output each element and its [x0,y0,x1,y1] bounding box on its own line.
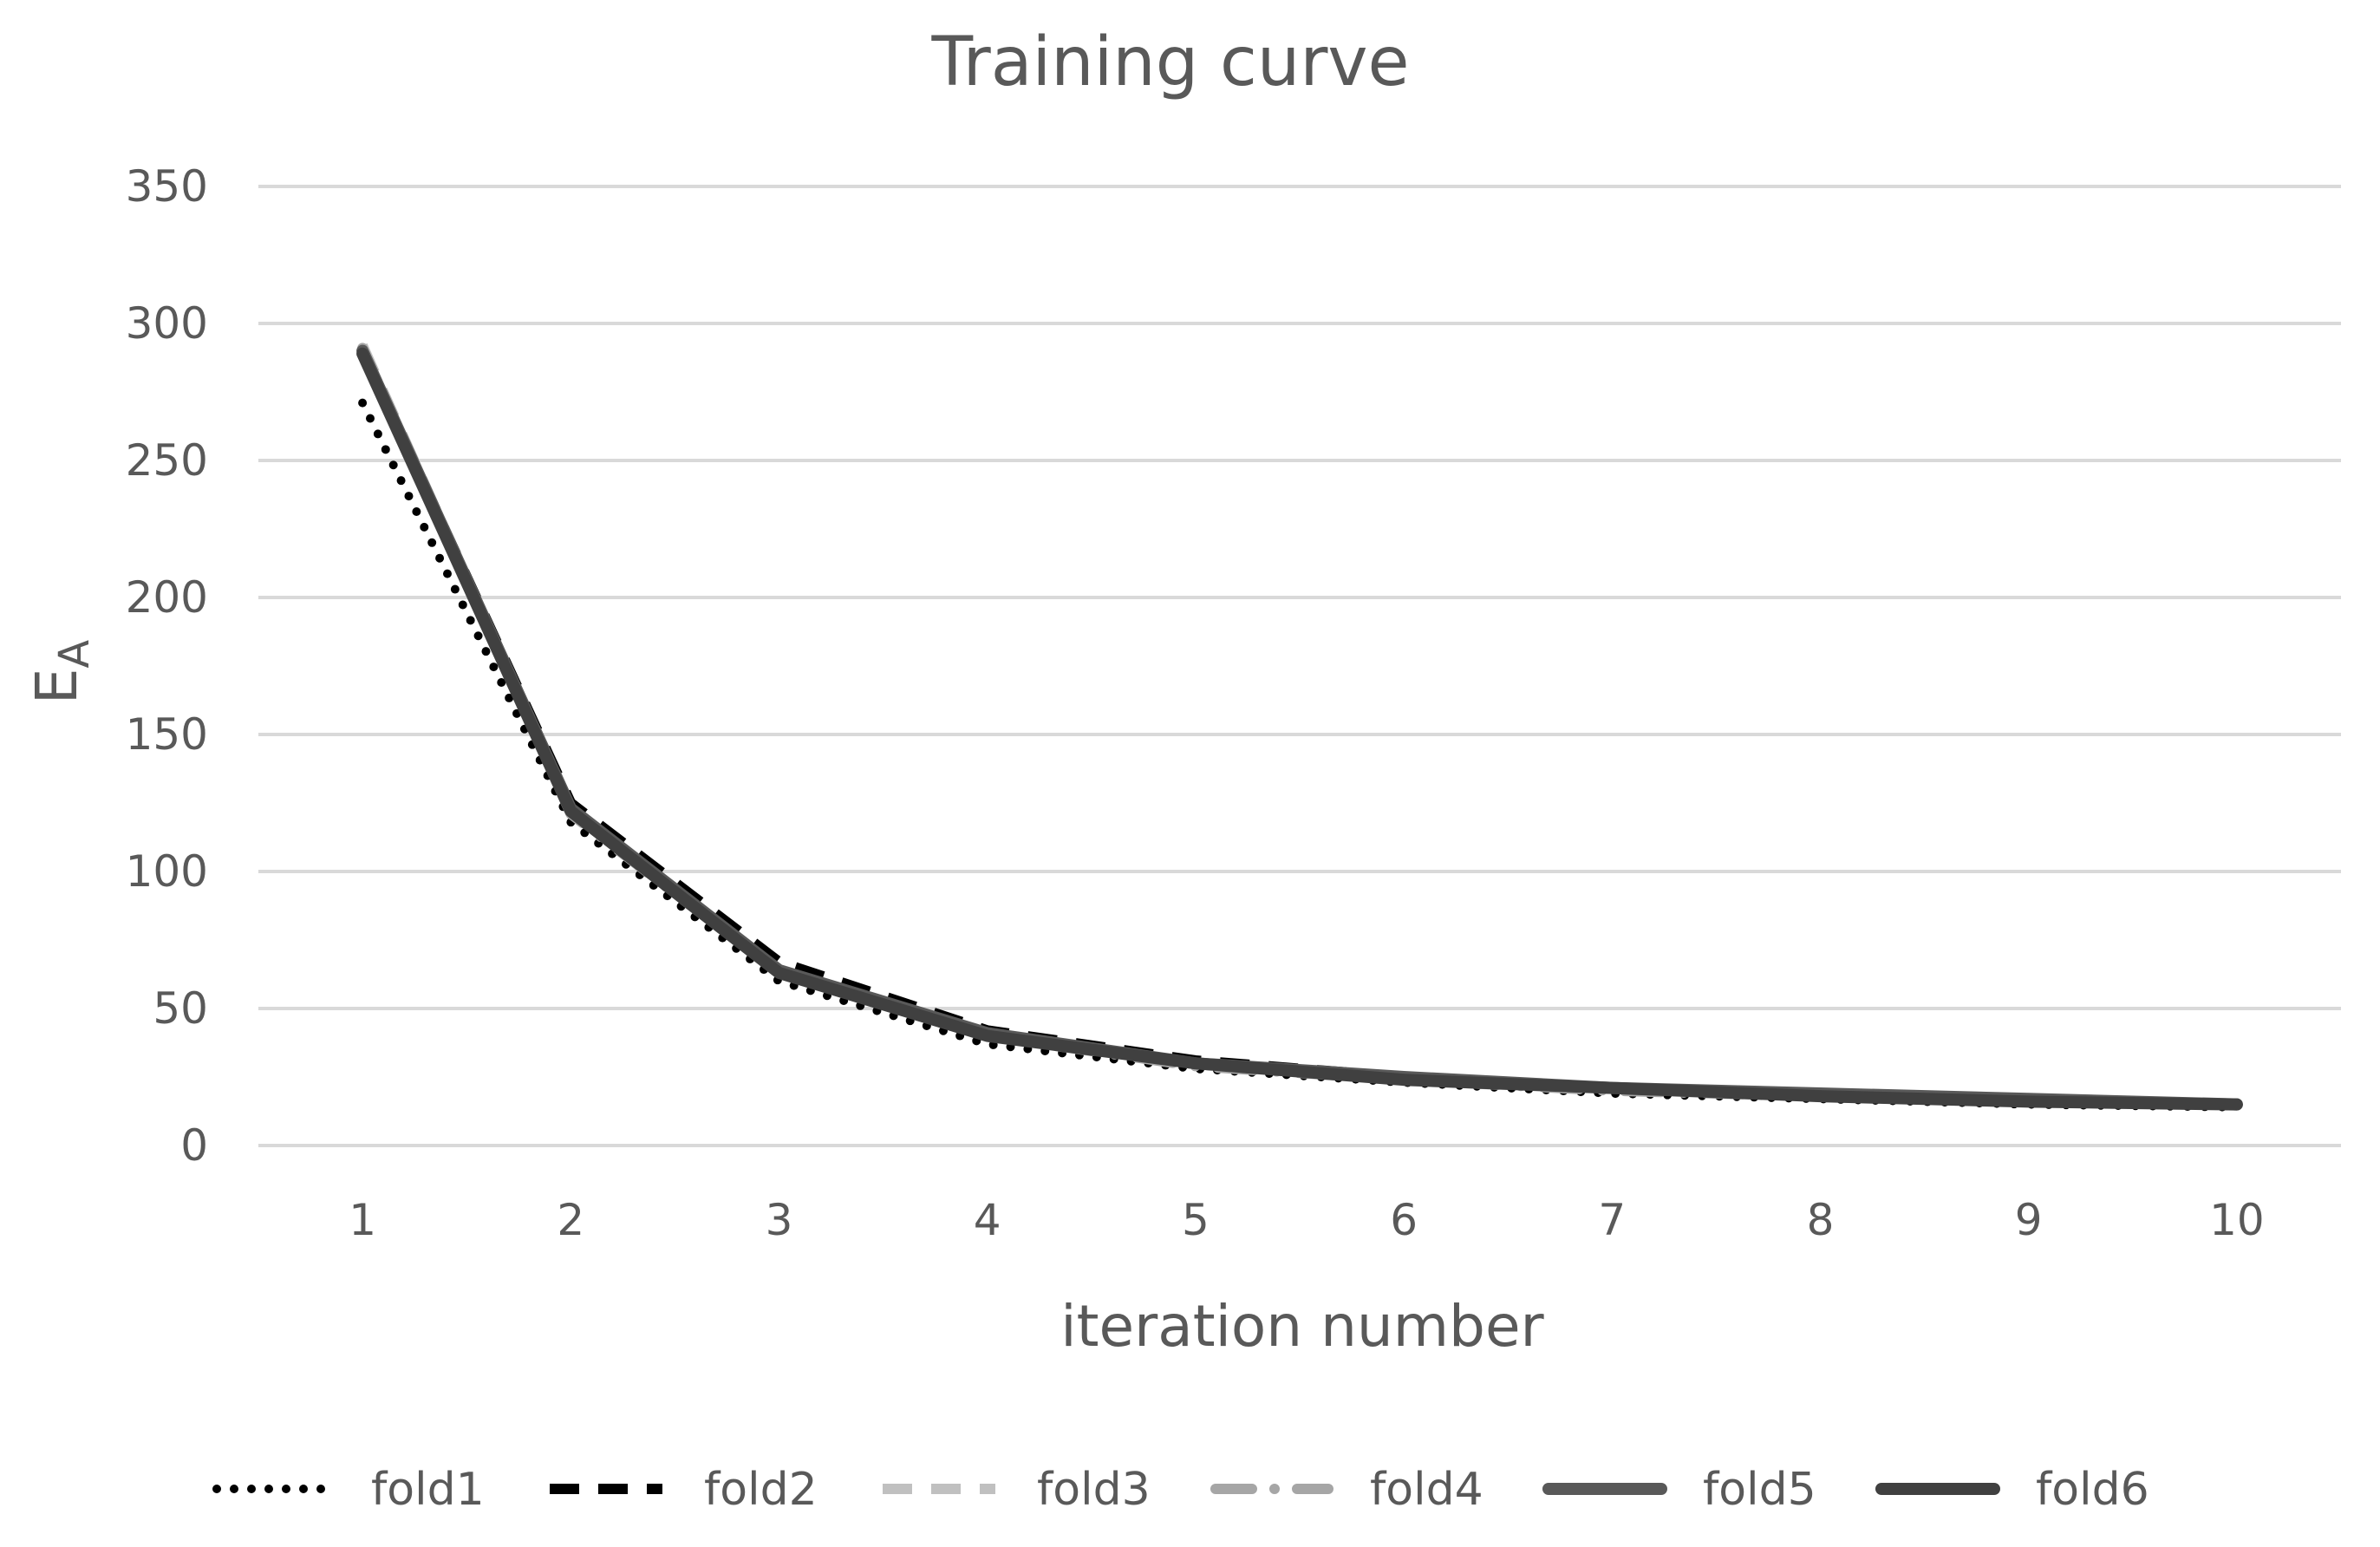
series-line-fold6 [356,347,2243,1111]
x-tick-label: 5 [1182,1195,1210,1245]
x-axis-ticks: 1 2 3 4 5 6 7 8 9 10 [349,1195,2265,1245]
legend-item-fold5[interactable]: fold5 [1542,1464,1816,1516]
x-tick-label: 4 [974,1195,1001,1245]
legend-item-fold6[interactable]: fold6 [1875,1464,2149,1516]
legend-label: fold3 [1037,1464,1151,1516]
legend-item-fold1[interactable]: fold1 [212,1464,485,1516]
y-tick-label: 50 [153,983,208,1034]
x-tick-label: 1 [349,1195,376,1245]
legend-label: fold1 [371,1464,485,1516]
series-line-fold2 [357,349,2237,1110]
legend-label: fold2 [704,1464,818,1516]
y-tick-label: 300 [126,298,208,349]
legend[interactable]: fold1 fold2 fold3 fold4 fold5 fold6 [212,1464,2149,1516]
legend-label: fold6 [2036,1464,2149,1516]
x-axis-label: iteration number [1060,1293,1544,1360]
legend-item-fold3[interactable]: fold3 [883,1464,1151,1516]
y-tick-label: 0 [180,1120,208,1171]
x-tick-label: 9 [2015,1195,2043,1245]
svg-text:EA: EA [23,640,99,705]
y-axis-label-subscript: A [50,640,99,669]
y-tick-label: 200 [126,572,208,623]
x-tick-label: 8 [1807,1195,1835,1245]
y-tick-label: 350 [126,161,208,212]
chart-title: Training curve [930,23,1409,101]
legend-label: fold4 [1370,1464,1483,1516]
y-axis-label-main: E [23,669,90,705]
x-tick-label: 10 [2209,1195,2265,1245]
series-line-fold5 [356,344,2243,1111]
y-tick-label: 100 [126,846,208,897]
x-tick-label: 3 [766,1195,793,1245]
y-axis-label: EA [23,640,99,705]
series-lines [356,343,2243,1112]
gridlines [258,185,2341,1147]
y-tick-label: 150 [126,709,208,760]
x-tick-label: 6 [1390,1195,1418,1245]
legend-item-fold4[interactable]: fold4 [1210,1464,1483,1516]
series-line-fold1 [358,398,2241,1112]
legend-item-fold2[interactable]: fold2 [550,1464,818,1516]
x-tick-label: 2 [557,1195,584,1245]
y-tick-label: 250 [126,435,208,486]
x-tick-label: 7 [1598,1195,1626,1245]
y-axis-ticks: 0 50 100 150 200 250 300 350 [126,161,208,1171]
legend-label: fold5 [1703,1464,1816,1516]
